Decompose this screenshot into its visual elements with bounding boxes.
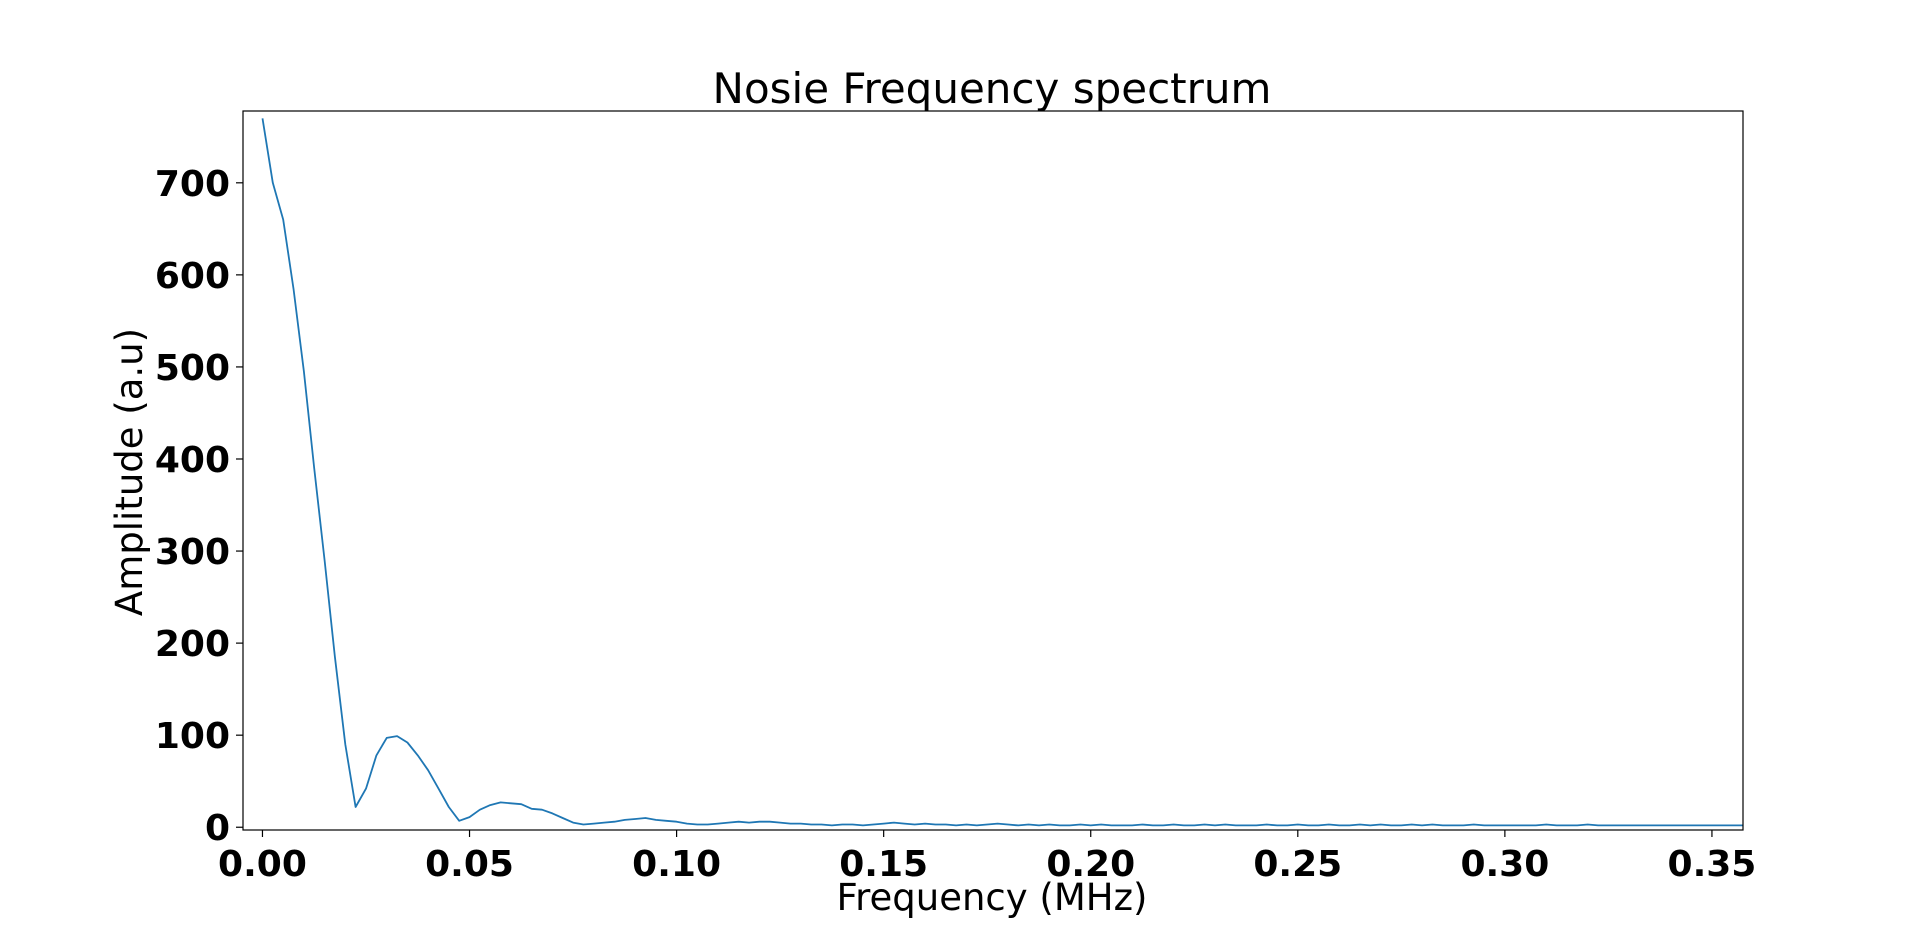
- plot-series: [261, 118, 1743, 827]
- plot-area-frame: [242, 110, 1744, 831]
- y-tick-label: 200: [155, 624, 230, 665]
- x-tick-label: 0.15: [839, 844, 928, 885]
- y-tick-label: 600: [155, 256, 230, 297]
- y-tick-label: 500: [155, 348, 230, 389]
- y-tick-label: 0: [205, 808, 230, 849]
- x-tick-label: 0.25: [1253, 844, 1342, 885]
- x-tick-label: 0.30: [1460, 844, 1549, 885]
- x-tick-label: 0.10: [632, 844, 721, 885]
- x-axis-label: Frequency (MHz): [837, 876, 1148, 919]
- y-tick-label: 100: [155, 716, 230, 757]
- y-tick-label: 700: [155, 164, 230, 205]
- axis-ticks: 0.00 0.05 0.10 0.15 0.20 0.25 0.30 0.35 0 100 200 3…: [155, 164, 1757, 885]
- chart-title: Nosie Frequency spectrum: [713, 64, 1272, 113]
- x-tick-label: 0.35: [1668, 844, 1757, 885]
- spectrum-line: [261, 118, 1743, 827]
- x-tick-label: 0.20: [1046, 844, 1135, 885]
- x-tick-label: 0.05: [425, 844, 514, 885]
- y-tick-label: 300: [155, 532, 230, 573]
- x-tick-label: 0.00: [218, 844, 307, 885]
- y-tick-label: 400: [155, 440, 230, 481]
- y-axis-label: Amplitude (a.u): [108, 328, 151, 616]
